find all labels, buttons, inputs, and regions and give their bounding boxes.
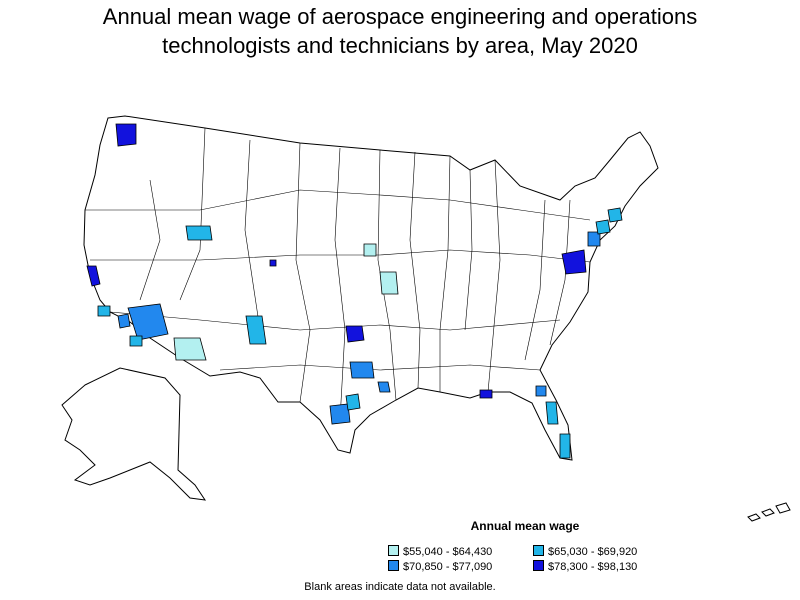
legend-item-tier-3: $70,850 - $77,090 [388, 560, 492, 573]
area-dallas [349, 361, 375, 379]
area-louisiana [377, 381, 391, 393]
legend-item-tier-1: $55,040 - $64,430 [388, 545, 492, 558]
legend-label-tier-2: $65,030 - $69,920 [548, 546, 638, 558]
area-mobile [479, 389, 493, 399]
area-philadelphia [587, 231, 601, 247]
legend-label-tier-3: $70,850 - $77,090 [403, 561, 493, 573]
legend-item-tier-4: $78,300 - $98,130 [533, 560, 637, 573]
colored-areas [86, 123, 623, 459]
area-riverside [117, 313, 131, 329]
legend-swatch-tier-3 [388, 560, 399, 571]
legend-label-tier-1: $55,040 - $64,430 [403, 546, 493, 558]
area-miami [559, 433, 571, 459]
title-line-1: Annual mean wage of aerospace engineerin… [102, 4, 698, 29]
legend-swatch-tier-4 [533, 560, 544, 571]
legend-title: Annual mean wage [470, 519, 580, 533]
area-san-diego [129, 335, 143, 347]
legend-swatch-tier-2 [533, 545, 544, 556]
area-albuquerque [245, 315, 267, 345]
area-seattle [115, 123, 137, 147]
area-baltimore-washington [561, 249, 587, 275]
area-new-york [595, 219, 611, 235]
area-san-antonio [345, 393, 361, 411]
area-southern-california [127, 303, 169, 341]
hawaii-outline [747, 502, 791, 522]
area-jacksonville [535, 385, 547, 397]
area-connecticut [607, 207, 623, 223]
title-line-2: technologists and technicians by area, M… [162, 33, 638, 58]
area-nebraska [363, 243, 377, 257]
area-boundaries [85, 127, 591, 421]
area-tucson [173, 337, 207, 361]
legend-label-tier-4: $78,300 - $98,130 [548, 561, 638, 573]
area-utah [185, 225, 213, 241]
area-los-angeles [97, 305, 111, 317]
map-title: Annual mean wage of aerospace engineerin… [0, 2, 800, 60]
footnote: Blank areas indicate data not available. [304, 581, 496, 593]
area-san-francisco [86, 265, 101, 287]
legend-swatch-tier-1 [388, 545, 399, 556]
alaska-outline [61, 367, 207, 501]
area-oklahoma-city [345, 325, 365, 343]
legend-item-tier-2: $65,030 - $69,920 [533, 545, 637, 558]
area-houston [329, 403, 351, 425]
area-tampa [545, 401, 559, 425]
area-colorado-small [269, 259, 277, 267]
area-kansas [379, 271, 399, 295]
